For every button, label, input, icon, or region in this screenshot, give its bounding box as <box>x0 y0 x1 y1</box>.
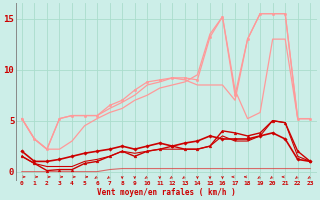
X-axis label: Vent moyen/en rafales ( km/h ): Vent moyen/en rafales ( km/h ) <box>97 188 236 197</box>
